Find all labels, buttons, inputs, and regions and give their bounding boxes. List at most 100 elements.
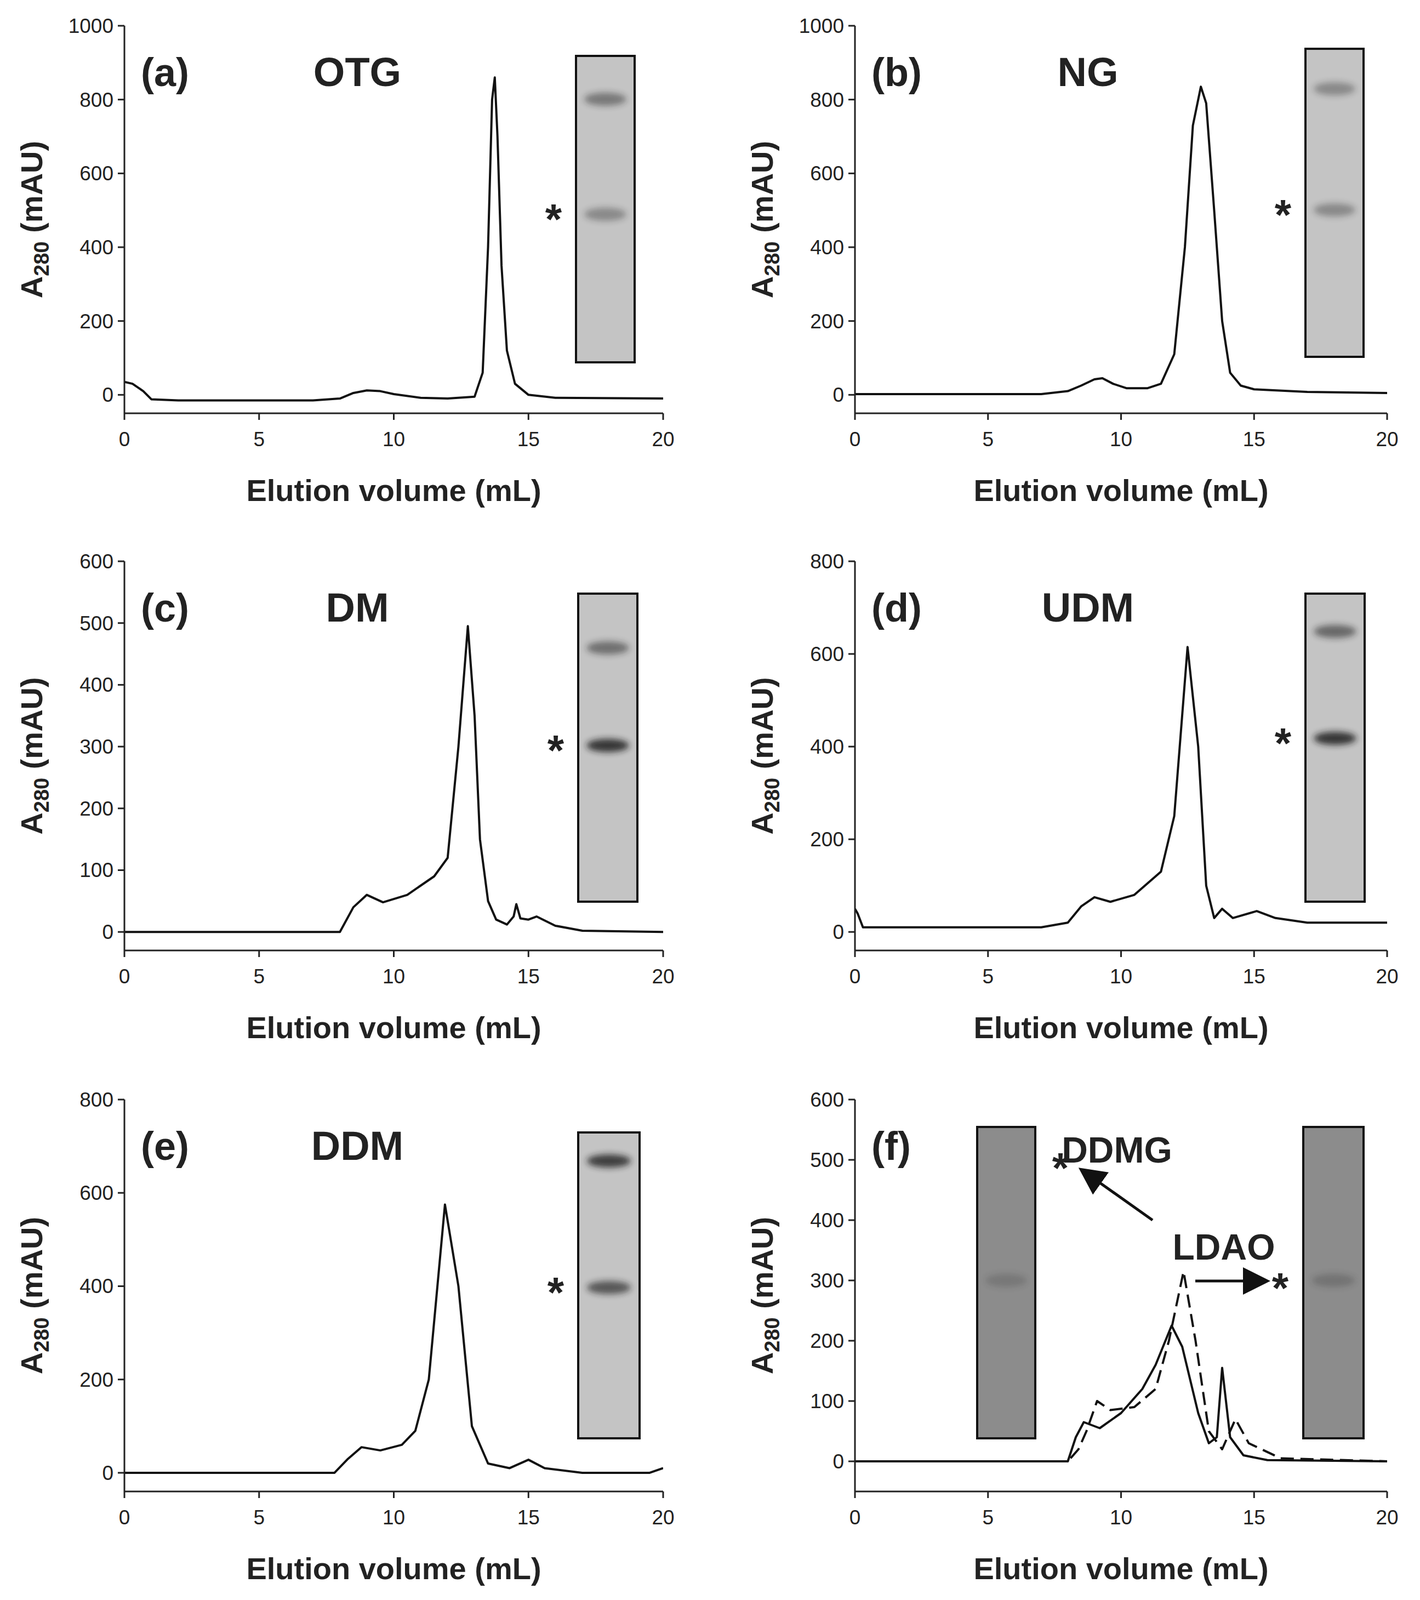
panel-label: (c) bbox=[140, 585, 190, 630]
x-tick bbox=[1386, 1491, 1389, 1498]
x-tick bbox=[392, 413, 395, 420]
y-tick-label: 1000 bbox=[68, 14, 114, 38]
y-tick-label: 400 bbox=[79, 673, 114, 697]
x-tick-label: 10 bbox=[382, 1506, 406, 1529]
x-tick-label: 0 bbox=[118, 428, 131, 451]
series-label: DDMG bbox=[1061, 1129, 1173, 1171]
y-tick-label: 200 bbox=[810, 828, 844, 851]
arrow bbox=[1082, 1170, 1153, 1220]
chromatogram-line bbox=[854, 646, 1388, 927]
y-tick bbox=[848, 1219, 855, 1222]
band-marker: * bbox=[547, 1268, 565, 1317]
y-tick bbox=[117, 25, 125, 27]
chromatogram-line bbox=[854, 1271, 1388, 1462]
x-tick-label: 0 bbox=[849, 965, 861, 988]
x-tick-label: 20 bbox=[1375, 965, 1399, 988]
gel-lane bbox=[977, 1126, 1036, 1439]
x-tick-label: 20 bbox=[651, 428, 675, 451]
panel: 020040060080005101520Elution volume (mL)… bbox=[744, 550, 1399, 1045]
y-tick-label: 200 bbox=[79, 310, 114, 333]
y-tick-label: 200 bbox=[810, 310, 844, 333]
y-tick-label: 200 bbox=[79, 1368, 114, 1391]
chromatogram-line bbox=[124, 625, 664, 932]
y-axis bbox=[123, 25, 126, 414]
panel-title: NG bbox=[1057, 49, 1119, 95]
x-tick bbox=[1253, 950, 1256, 957]
x-tick-label: 5 bbox=[253, 428, 265, 451]
y-tick bbox=[848, 25, 855, 27]
y-tick-label: 600 bbox=[810, 1088, 844, 1111]
x-tick bbox=[1120, 1491, 1122, 1498]
y-axis-label: A280 (mAU) bbox=[744, 676, 784, 835]
y-tick bbox=[117, 931, 125, 933]
x-tick bbox=[1253, 1491, 1256, 1498]
arrow bbox=[1195, 1279, 1265, 1283]
chromatogram-line bbox=[854, 1325, 1388, 1462]
panel-label: (f) bbox=[871, 1124, 911, 1168]
x-tick bbox=[258, 950, 260, 957]
chromatogram-line bbox=[124, 77, 664, 401]
panel: 0200400600800100005101520Elution volume … bbox=[744, 14, 1399, 508]
y-tick bbox=[117, 683, 125, 686]
y-axis-label: A280 (mAU) bbox=[744, 140, 784, 299]
x-axis-label: Elution volume (mL) bbox=[246, 1010, 541, 1045]
band-marker: * bbox=[1272, 1263, 1290, 1313]
y-axis-label: A280 (mAU) bbox=[14, 676, 54, 835]
y-tick bbox=[117, 1285, 125, 1287]
x-axis-label: Elution volume (mL) bbox=[973, 1010, 1269, 1045]
x-tick-label: 15 bbox=[1242, 1506, 1266, 1529]
x-tick bbox=[123, 950, 126, 957]
gel-band bbox=[586, 738, 630, 752]
gel-band bbox=[586, 1154, 632, 1168]
gel-inset bbox=[1305, 593, 1365, 902]
y-tick-label: 400 bbox=[79, 1274, 114, 1298]
x-tick bbox=[854, 1491, 857, 1498]
x-tick-label: 0 bbox=[118, 965, 131, 988]
x-tick-label: 15 bbox=[517, 1506, 540, 1529]
x-tick-label: 20 bbox=[1375, 1506, 1399, 1529]
y-tick bbox=[848, 1460, 855, 1463]
panel: 010020030040050060005101520Elution volum… bbox=[744, 1088, 1399, 1586]
y-tick bbox=[848, 745, 855, 748]
y-tick-label: 800 bbox=[810, 550, 844, 573]
x-tick bbox=[1253, 413, 1256, 420]
y-axis bbox=[854, 561, 857, 951]
gel-inset bbox=[578, 1132, 640, 1439]
lines bbox=[124, 1204, 664, 1473]
y-tick-label: 1000 bbox=[799, 14, 844, 38]
y-tick bbox=[848, 320, 855, 322]
y-tick-label: 400 bbox=[79, 236, 114, 259]
y-tick bbox=[848, 394, 855, 396]
x-tick-label: 15 bbox=[1242, 428, 1266, 451]
x-tick-label: 5 bbox=[982, 428, 994, 451]
y-tick bbox=[848, 1400, 855, 1402]
y-tick-label: 200 bbox=[810, 1329, 844, 1353]
x-tick-label: 5 bbox=[982, 965, 994, 988]
y-tick-label: 800 bbox=[79, 1088, 114, 1111]
y-axis-label: A280 (mAU) bbox=[14, 1216, 54, 1374]
y-tick bbox=[848, 1159, 855, 1161]
band-marker: * bbox=[1052, 1143, 1070, 1193]
gel-band bbox=[1313, 624, 1357, 638]
gel-inset bbox=[1303, 1126, 1364, 1439]
y-axis bbox=[123, 1099, 126, 1492]
x-tick-label: 10 bbox=[382, 428, 406, 451]
panel-label: (d) bbox=[871, 585, 922, 630]
y-tick bbox=[117, 1098, 125, 1101]
y-axis bbox=[854, 25, 857, 414]
x-tick bbox=[662, 1491, 665, 1498]
x-tick bbox=[1386, 950, 1389, 957]
y-tick bbox=[848, 98, 855, 101]
x-tick-label: 5 bbox=[982, 1506, 994, 1529]
y-tick-label: 600 bbox=[79, 162, 114, 185]
x-tick bbox=[527, 1491, 530, 1498]
y-axis bbox=[123, 561, 126, 951]
x-tick bbox=[392, 950, 395, 957]
y-tick-label: 300 bbox=[79, 735, 114, 758]
panel: 010020030040050060005101520Elution volum… bbox=[14, 550, 675, 1045]
y-tick bbox=[117, 98, 125, 101]
y-axis-label: A280 (mAU) bbox=[14, 140, 54, 299]
figure: 0200400600800100005101520Elution volume … bbox=[0, 0, 1420, 1600]
y-tick-label: 400 bbox=[810, 1209, 844, 1232]
y-tick bbox=[117, 807, 125, 809]
